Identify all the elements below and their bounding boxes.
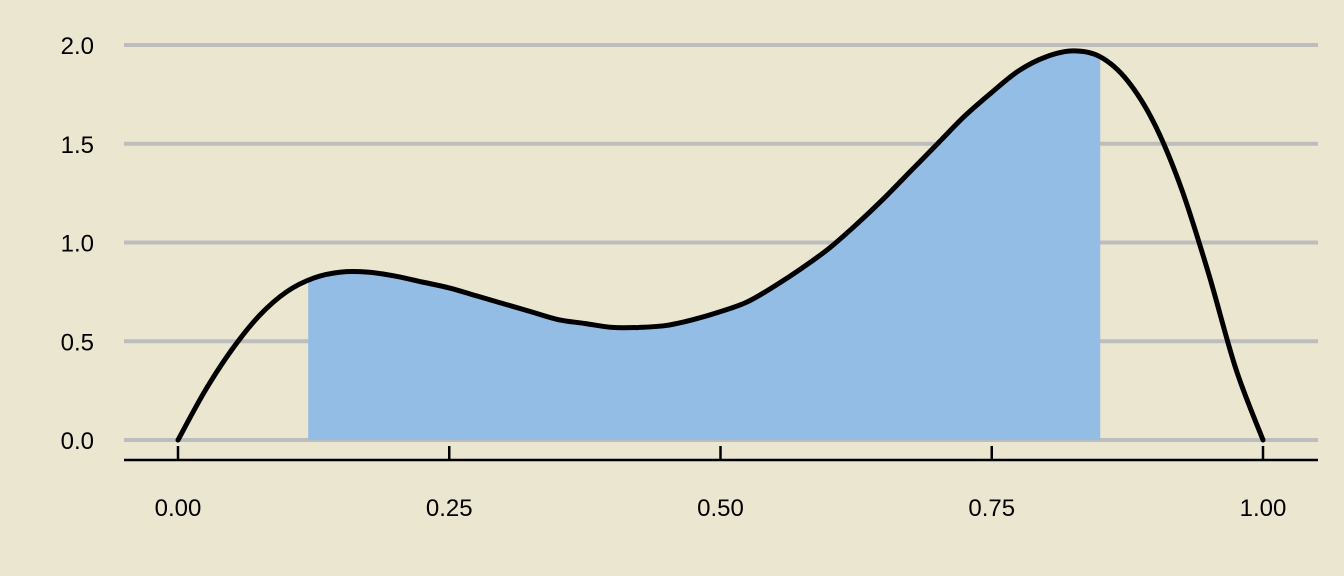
x-tick-label: 0.75 — [968, 495, 1015, 522]
y-tick-label: 2.0 — [61, 33, 94, 60]
y-tick-label: 0.5 — [61, 329, 94, 356]
density-curve — [175, 48, 1266, 443]
shaded-area — [308, 50, 1101, 441]
y-tick-label: 0.0 — [61, 428, 94, 455]
x-tick-label: 1.00 — [1240, 495, 1287, 522]
y-tick-label: 1.5 — [61, 132, 94, 159]
y-tick-label: 1.0 — [61, 231, 94, 258]
x-tick-label: 0.00 — [155, 495, 202, 522]
x-tick-label: 0.25 — [426, 495, 473, 522]
y-axis-ticks: 0.0 0.5 1.0 1.5 2.0 — [61, 33, 94, 455]
x-tick-label: 0.50 — [697, 495, 744, 522]
x-axis-ticks: 0.00 0.25 0.50 0.75 1.00 — [155, 446, 1287, 522]
